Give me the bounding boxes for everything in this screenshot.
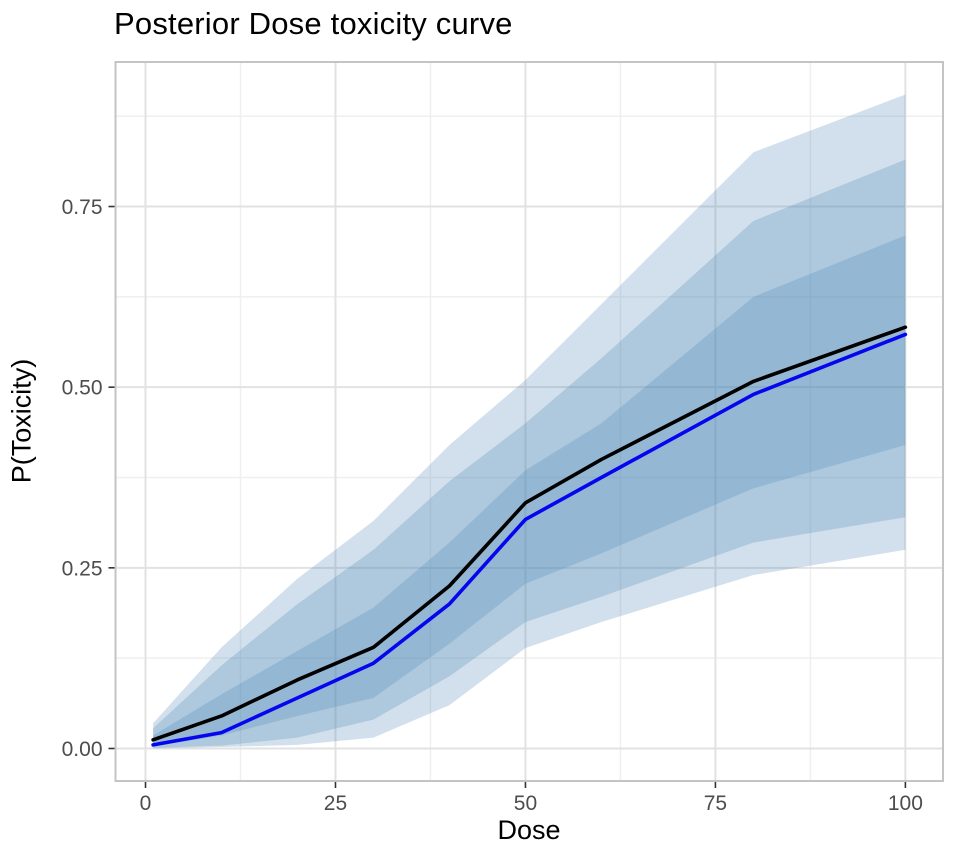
x-tick-label: 25 — [324, 792, 347, 815]
toxicity-curve-black — [151, 325, 908, 742]
middle-credible-band — [153, 159, 906, 748]
outer-credible-band — [153, 94, 906, 749]
inner-credible-band — [153, 235, 906, 747]
chart-title: Posterior Dose toxicity curve — [114, 6, 513, 41]
y-axis-label: P(Toxicity) — [6, 358, 37, 484]
x-tick-label: 100 — [888, 792, 923, 815]
x-tick-label: 50 — [514, 792, 537, 815]
posterior-curves — [151, 325, 908, 747]
panel-background — [115, 62, 943, 781]
y-tick-label: 0.50 — [62, 377, 103, 400]
gridlines-minor — [115, 62, 943, 781]
x-tick-label: 0 — [140, 792, 152, 815]
y-tick-label: 0.00 — [62, 738, 103, 761]
toxicity-curve-blue — [151, 332, 908, 747]
axis-tick-marks — [108, 205, 907, 788]
y-tick-label: 0.25 — [62, 557, 103, 580]
x-axis-label: Dose — [497, 815, 561, 845]
y-tick-labels: 0.00 0.25 0.50 0.75 — [62, 196, 103, 761]
y-tick-label: 0.75 — [62, 196, 103, 219]
x-tick-labels: 0 25 50 75 100 — [140, 792, 923, 815]
panel-border — [114, 61, 944, 782]
x-tick-label: 75 — [704, 792, 727, 815]
gridlines-major — [115, 62, 943, 781]
credible-bands — [153, 94, 906, 749]
